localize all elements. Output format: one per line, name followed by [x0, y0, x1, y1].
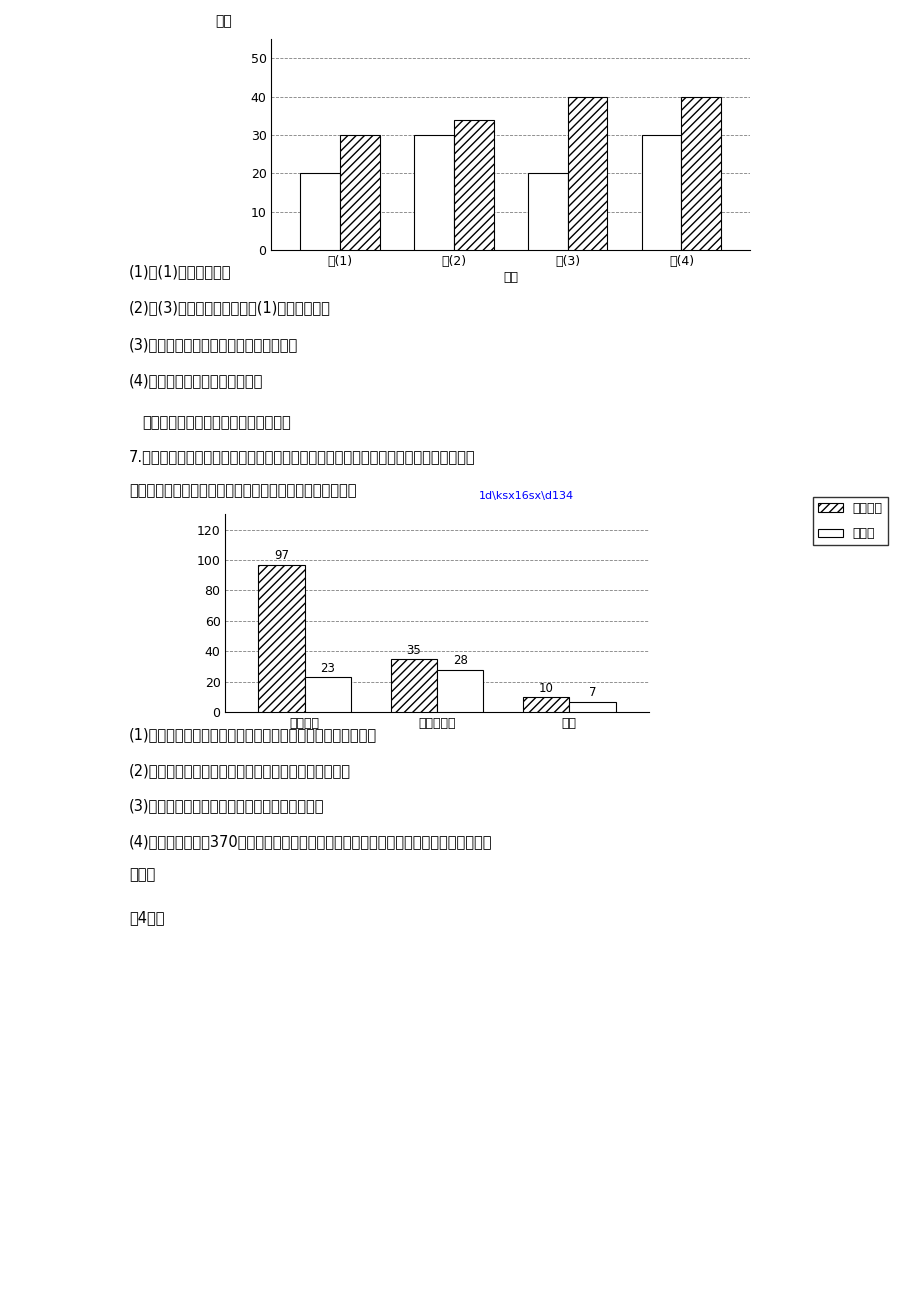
Bar [339, 135, 380, 250]
Text: 举一反三，应用创新，方能一显身手！: 举一反三，应用创新，方能一显身手！ [142, 415, 291, 430]
Text: (2)六(3)班学生的总人数比六(1)班的多多少？: (2)六(3)班学生的总人数比六(1)班的多多少？ [129, 301, 330, 315]
Bar [258, 565, 304, 712]
Bar [681, 96, 720, 250]
Bar [569, 702, 615, 712]
Bar [528, 173, 567, 250]
Bar [437, 669, 482, 712]
Text: 28: 28 [452, 655, 467, 668]
Bar [304, 677, 351, 712]
Text: (3)哪个班的学生人数最多？共有多少人？: (3)哪个班的学生人数最多？共有多少人？ [129, 337, 298, 352]
Y-axis label: 人数: 人数 [215, 14, 232, 29]
Text: 1d\ksx16sx\d134: 1d\ksx16sx\d134 [479, 491, 573, 500]
Text: 了如图所示的统计图，请你根据图中的信息回答下列问题：: 了如图所示的统计图，请你根据图中的信息回答下列问题： [129, 483, 356, 497]
Text: 97: 97 [274, 549, 289, 562]
Text: 10: 10 [539, 682, 553, 695]
Text: 第4课时: 第4课时 [129, 910, 165, 924]
Bar [641, 135, 681, 250]
Text: (2)被调查者中，希望在餐厅设立吸烟室的人数是多少？: (2)被调查者中，希望在餐厅设立吸烟室的人数是多少？ [129, 763, 350, 777]
Text: (4)某市现有人口约370万，根据图中的信息，估计该市现有人口中赞成在餐厅彻底禁烟的: (4)某市现有人口约370万，根据图中的信息，估计该市现有人口中赞成在餐厅彻底禁… [129, 835, 492, 849]
X-axis label: 班级: 班级 [503, 271, 517, 284]
Text: 7.「国际无烟日」来临之际，小彬就公众对在餐厅吸烟的态度进行了调查，并将调查制成: 7.「国际无烟日」来临之际，小彬就公众对在餐厅吸烟的态度进行了调查，并将调查制成 [129, 449, 475, 464]
Text: 7: 7 [588, 686, 596, 699]
Text: (1)六(1)班有多少人？: (1)六(1)班有多少人？ [129, 264, 231, 279]
Legend: 不吸烟者, 吸烟者: 不吸烟者, 吸烟者 [811, 497, 887, 546]
Bar [453, 120, 493, 250]
Text: 23: 23 [320, 661, 335, 674]
Bar [300, 173, 339, 250]
Text: 人数。: 人数。 [129, 867, 155, 881]
Bar [567, 96, 607, 250]
Text: (3)求被调查者中赞成在餐厅彻底禁烟的百分比。: (3)求被调查者中赞成在餐厅彻底禁烟的百分比。 [129, 798, 324, 812]
Text: 35: 35 [406, 643, 421, 656]
Bar [414, 135, 453, 250]
Text: (4)三个班的女学生共有多少人？: (4)三个班的女学生共有多少人？ [129, 374, 263, 388]
Bar [522, 697, 569, 712]
Text: (1)被调查者中，不吸烟者赞成在餐厅彻底禁烟的人数是多少？: (1)被调查者中，不吸烟者赞成在餐厅彻底禁烟的人数是多少？ [129, 728, 377, 742]
Bar [391, 659, 437, 712]
